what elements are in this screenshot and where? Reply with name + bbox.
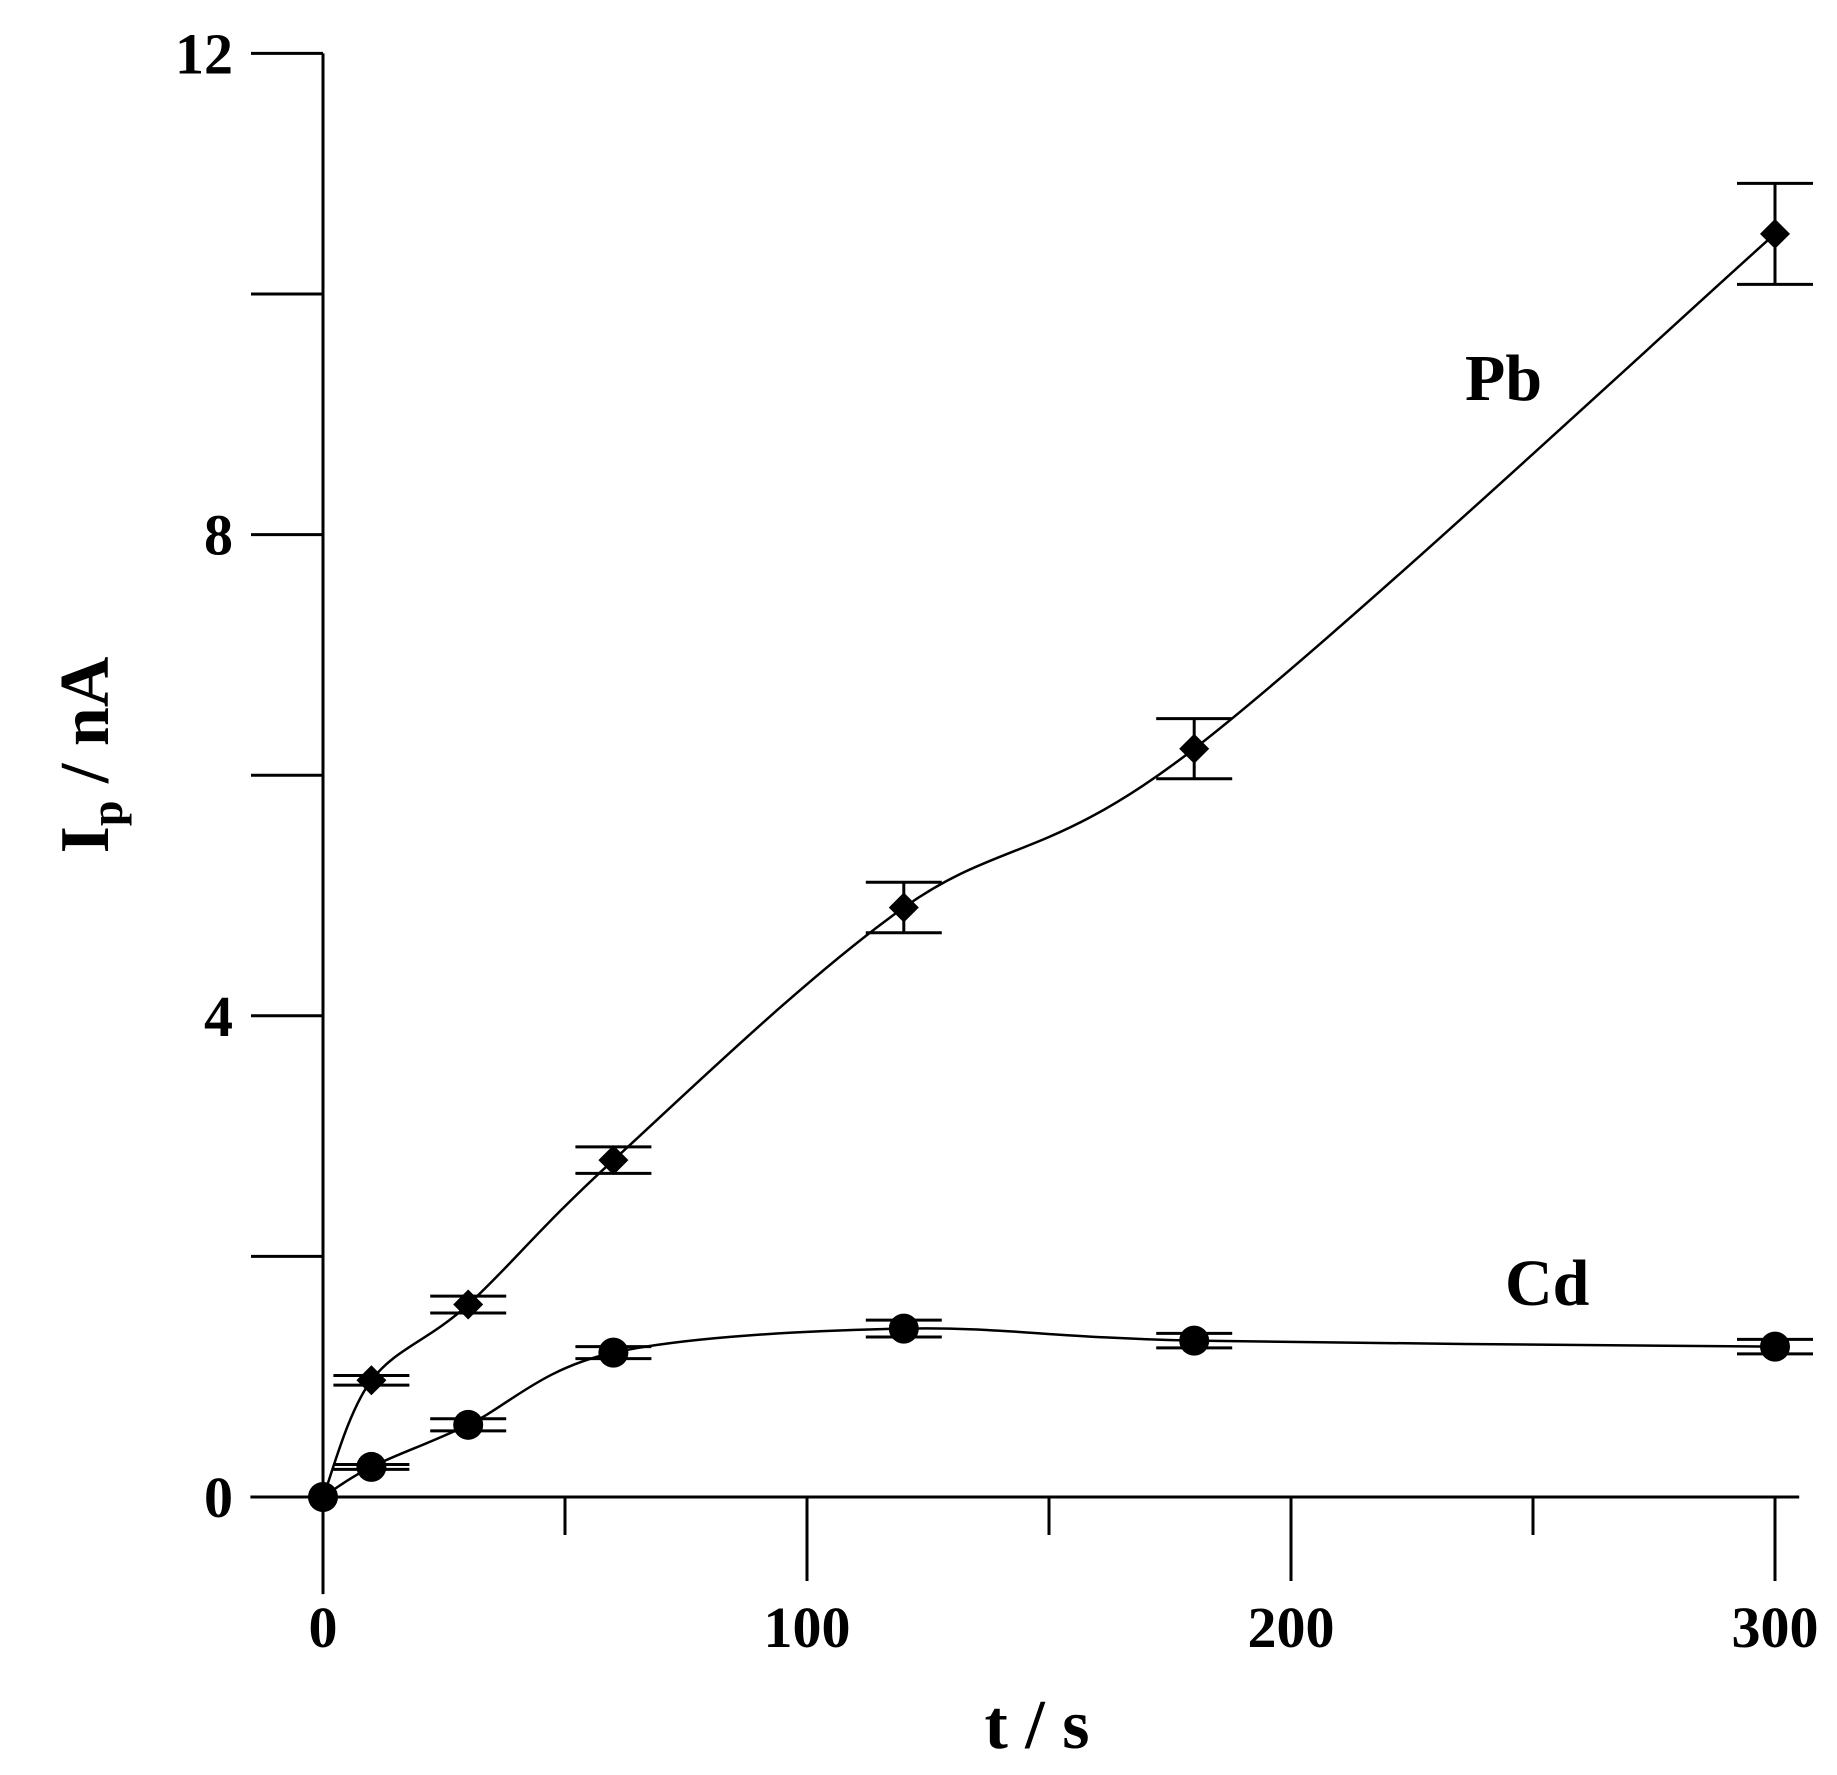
data-point-pb xyxy=(888,892,919,923)
y-tick-label: 0 xyxy=(204,1465,233,1530)
data-point-cd xyxy=(1179,1325,1210,1356)
data-markers xyxy=(308,218,1790,1512)
curve-pb xyxy=(321,232,1776,1498)
y-axis-title-rest: / nA xyxy=(47,656,124,800)
data-point-cd xyxy=(598,1337,629,1368)
data-point-cd xyxy=(1760,1331,1790,1362)
series-label-cd: Cd xyxy=(1505,1247,1589,1320)
tick-labels: 0 4 8 12 0 100 200 300 xyxy=(175,21,1819,1660)
series-curves xyxy=(321,232,1776,1499)
y-tick-label: 4 xyxy=(204,984,233,1049)
x-tick-label: 300 xyxy=(1732,1595,1819,1660)
x-tick-label: 100 xyxy=(764,1595,851,1660)
x-tick-label: 0 xyxy=(309,1595,338,1660)
data-point-cd xyxy=(453,1409,484,1440)
data-point-cd xyxy=(308,1482,338,1512)
data-point-pb xyxy=(1760,218,1790,249)
data-point-cd xyxy=(356,1451,387,1482)
y-tick-label: 12 xyxy=(175,21,233,86)
data-point-cd xyxy=(888,1313,919,1344)
data-point-pb xyxy=(598,1145,629,1176)
y-axis-title: Ip / nA xyxy=(47,656,132,853)
x-tick-label: 200 xyxy=(1248,1595,1335,1660)
data-point-pb xyxy=(453,1289,484,1320)
axes xyxy=(250,53,1800,1595)
curve-cd xyxy=(322,1327,1776,1499)
data-point-pb xyxy=(356,1365,387,1396)
y-tick-label: 8 xyxy=(204,503,233,568)
data-point-pb xyxy=(1179,733,1210,764)
y-axis-title-main: I xyxy=(47,826,124,853)
x-axis-title: t / s xyxy=(985,1687,1090,1764)
y-axis-title-subscript: p xyxy=(81,801,132,827)
ticks xyxy=(251,51,1777,1581)
series-label-pb: Pb xyxy=(1465,342,1542,415)
